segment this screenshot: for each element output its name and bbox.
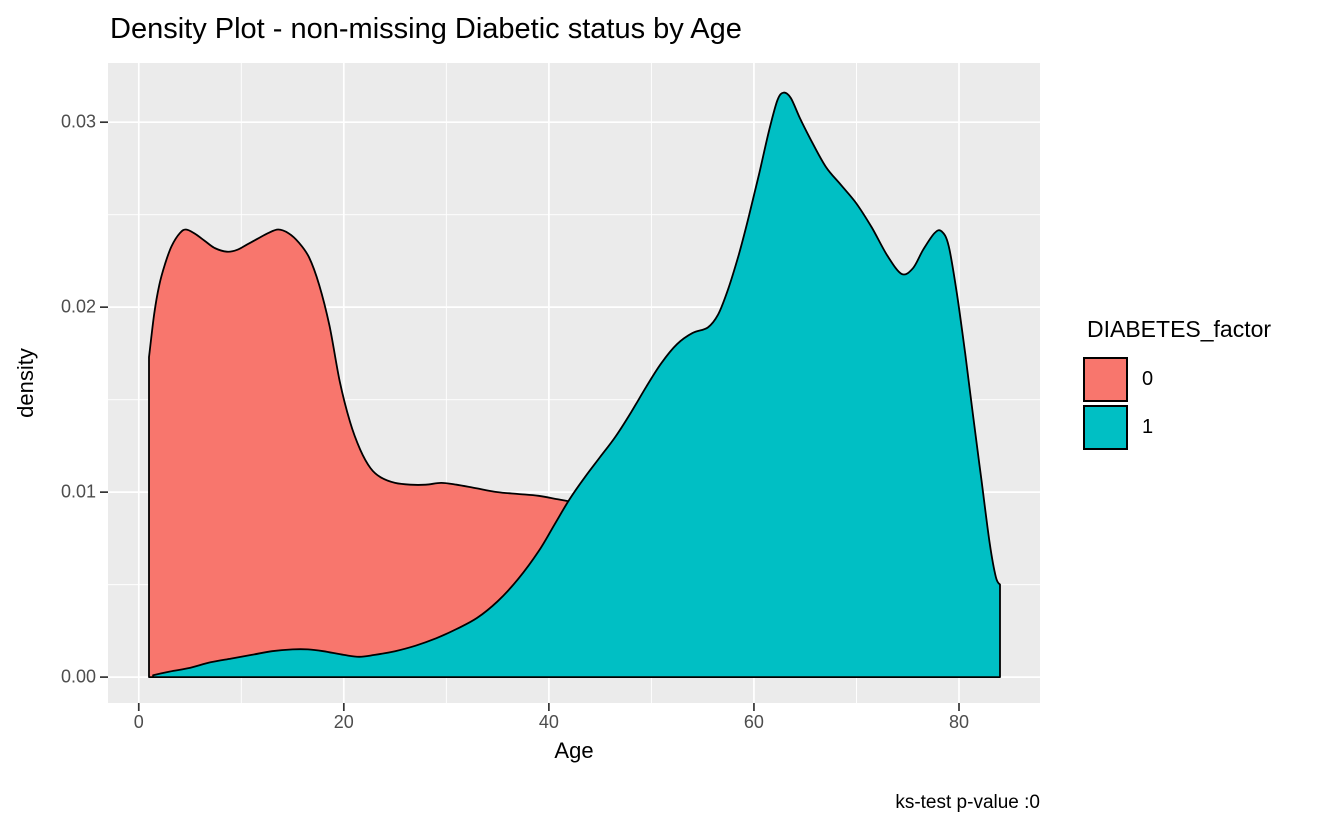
x-tick-label: 0 (133, 712, 144, 732)
chart-title: Density Plot - non-missing Diabetic stat… (110, 13, 742, 45)
legend: DIABETES_factor 0 1 (1083, 316, 1271, 453)
legend-item-0: 0 (1083, 357, 1271, 402)
density-area-1 (152, 91, 1001, 678)
legend-label-1: 1 (1142, 416, 1154, 438)
x-tick-label: 20 (333, 712, 354, 732)
y-tick-label: 0.01 (60, 481, 96, 502)
y-tick-label: 0.00 (60, 666, 96, 687)
legend-item-1: 1 (1083, 405, 1271, 450)
x-axis-title: Age (554, 738, 594, 763)
legend-key-swatch-0 (1083, 357, 1128, 402)
x-tick-label: 80 (948, 712, 970, 732)
x-tick-label: 60 (743, 712, 764, 732)
y-axis-title: density (13, 348, 38, 418)
legend-key-swatch-1 (1083, 405, 1128, 450)
y-tick-label: 0.03 (60, 111, 96, 132)
y-tick-label: 0.02 (60, 296, 96, 317)
legend-title: DIABETES_factor (1087, 316, 1272, 342)
density-area-0 (148, 228, 622, 678)
caption-text: ks-test p-value :0 (895, 792, 1040, 813)
x-tick-label: 40 (538, 712, 559, 732)
legend-label-0: 0 (1142, 368, 1154, 390)
